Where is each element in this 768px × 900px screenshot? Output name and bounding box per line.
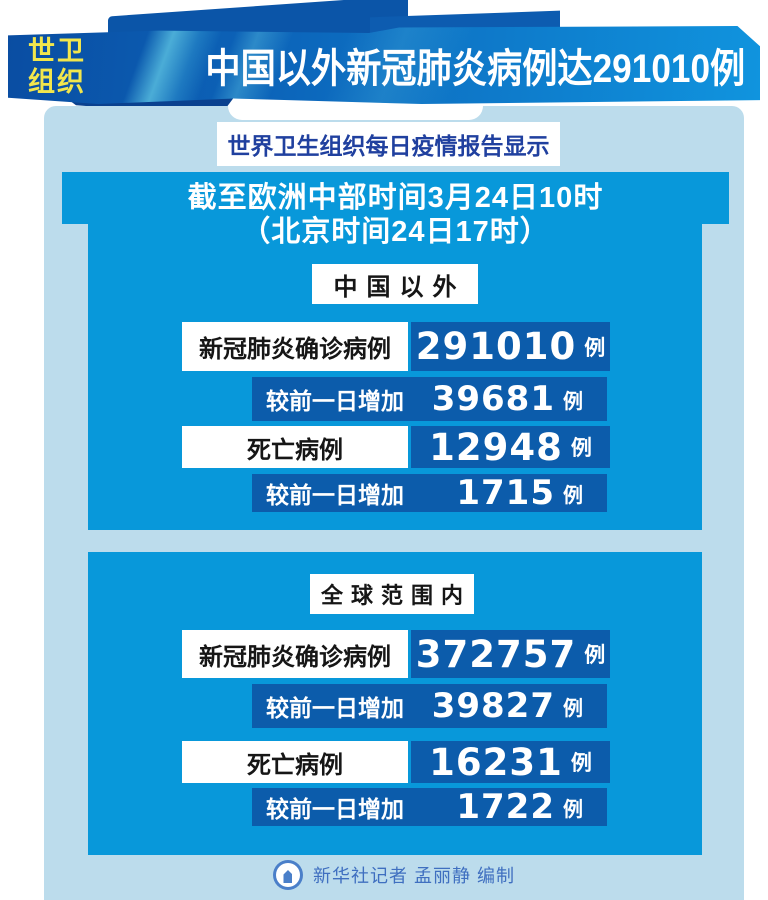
stat-unit: 例 [563, 484, 583, 507]
report-time: 截至欧洲中部时间3月24日10时 （北京时间24日17时） [62, 181, 729, 249]
stat-row-deaths-increase-outside-china: 较前一日增加 1715 例 [252, 473, 607, 513]
stat-number: 1722 [456, 787, 555, 827]
stat-number: 291010 [415, 325, 577, 368]
stat-value-box: 39681 例 [432, 379, 583, 419]
stat-value-box: 1722 例 [456, 787, 583, 827]
stat-row-confirmed-global: 新冠肺炎确诊病例 372757 例 [182, 630, 610, 678]
section-title-outside-china: 中国以外 [312, 264, 478, 304]
stat-label: 新冠肺炎确诊病例 [182, 630, 408, 678]
report-time-line1: 截至欧洲中部时间3月24日10时 [187, 182, 604, 214]
stat-unit: 例 [584, 644, 606, 667]
stat-value-box: 372757 例 [411, 630, 610, 678]
credit-text: 新华社记者 孟丽静 编制 [312, 866, 515, 886]
stat-number: 16231 [429, 740, 563, 784]
xinhua-logo-emblem [275, 863, 300, 887]
header-banner [8, 26, 760, 104]
report-time-line2: （北京时间24日17时） [241, 216, 550, 248]
stat-value-box: 291010 例 [411, 322, 610, 371]
section-title-global: 全球范围内 [310, 574, 474, 614]
stat-value-box: 39827 例 [432, 686, 583, 726]
stat-number: 39827 [431, 686, 555, 726]
stat-row-deaths-global: 死亡病例 16231 例 [182, 740, 610, 784]
who-org-badge-line1: 世卫 [28, 36, 86, 66]
stat-label: 死亡病例 [182, 741, 408, 783]
stat-value-box: 16231 例 [411, 740, 610, 784]
footer: 新华社记者 孟丽静 编制 [44, 860, 744, 890]
stat-row-confirmed-increase-outside-china: 较前一日增加 39681 例 [252, 377, 607, 421]
who-org-badge: 世卫 组织 [28, 36, 86, 99]
stat-number: 39681 [431, 379, 555, 419]
stat-unit: 例 [570, 752, 592, 775]
stat-unit: 例 [563, 697, 583, 720]
stat-value-box: 12948 例 [411, 425, 610, 469]
stat-label: 较前一日增加 [266, 796, 404, 822]
xinhua-tower-glyph [283, 870, 293, 883]
stat-label: 较前一日增加 [266, 388, 404, 414]
stat-number: 12948 [429, 425, 563, 469]
stat-row-deaths-increase-global: 较前一日增加 1722 例 [252, 787, 607, 827]
xinhua-logo-icon [272, 860, 303, 890]
stat-unit: 例 [584, 336, 606, 360]
stat-row-deaths-outside-china: 死亡病例 12948 例 [182, 425, 610, 469]
page-title: 中国以外新冠肺炎病例达291010例 [205, 47, 746, 91]
who-org-badge-line2: 组织 [28, 67, 86, 98]
stat-label: 较前一日增加 [266, 695, 404, 721]
stat-unit: 例 [570, 437, 592, 460]
stat-row-confirmed-increase-global: 较前一日增加 39827 例 [252, 684, 607, 728]
banner-bottom-curve [228, 106, 483, 120]
stat-label: 新冠肺炎确诊病例 [182, 322, 408, 371]
source-statement: 世界卫生组织每日疫情报告显示 [217, 122, 560, 166]
stat-number: 1715 [456, 473, 555, 513]
stat-label: 较前一日增加 [266, 482, 404, 508]
stat-row-confirmed-outside-china: 新冠肺炎确诊病例 291010 例 [182, 322, 610, 371]
stat-label: 死亡病例 [182, 426, 408, 468]
stat-unit: 例 [563, 390, 583, 413]
stat-unit: 例 [563, 798, 583, 821]
stat-value-box: 1715 例 [456, 473, 583, 513]
stat-number: 372757 [415, 632, 577, 676]
